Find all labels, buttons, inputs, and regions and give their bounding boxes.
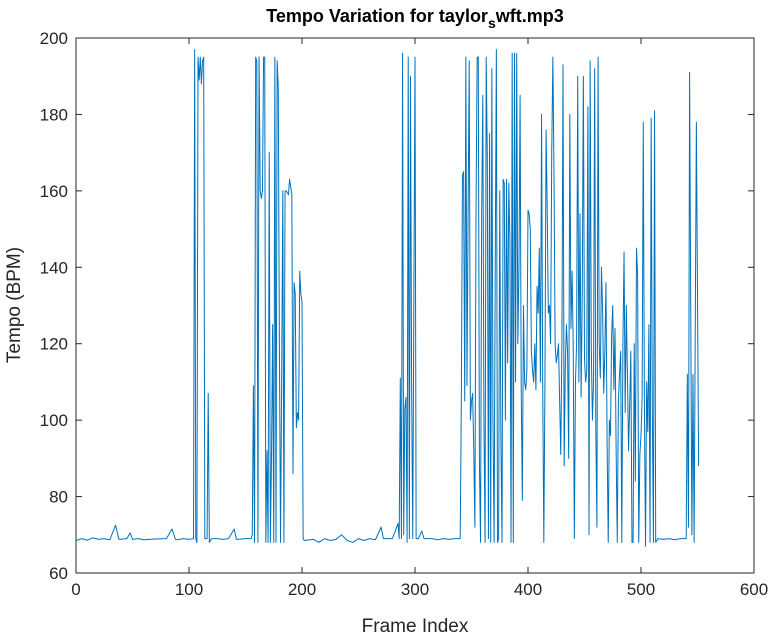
x-tick-label: 200 <box>288 580 316 599</box>
y-tick-label: 180 <box>40 105 68 124</box>
chart-title: Tempo Variation for taylorswft.mp3 <box>266 6 564 31</box>
x-tick-label: 500 <box>627 580 655 599</box>
title-suffix: wft.mp3 <box>495 6 564 26</box>
y-tick-label: 200 <box>40 29 68 48</box>
y-tick-label: 100 <box>40 411 68 430</box>
data-line <box>75 48 700 547</box>
title-subscript: s <box>488 15 496 31</box>
x-tick-label: 0 <box>71 580 80 599</box>
y-tick-label: 140 <box>40 258 68 277</box>
x-tick-label: 100 <box>175 580 203 599</box>
x-tick-label: 600 <box>740 580 768 599</box>
y-axis-label: Tempo (BPM) <box>4 247 25 363</box>
y-tick-label: 60 <box>49 564 68 583</box>
x-axis-label: Frame Index <box>362 616 469 636</box>
y-tick-label: 80 <box>49 488 68 507</box>
y-tick-label: 160 <box>40 182 68 201</box>
x-tick-label: 300 <box>401 580 429 599</box>
x-tick-label: 400 <box>514 580 542 599</box>
y-tick-label: 120 <box>40 335 68 354</box>
title-text: Tempo Variation for taylor <box>266 6 488 26</box>
